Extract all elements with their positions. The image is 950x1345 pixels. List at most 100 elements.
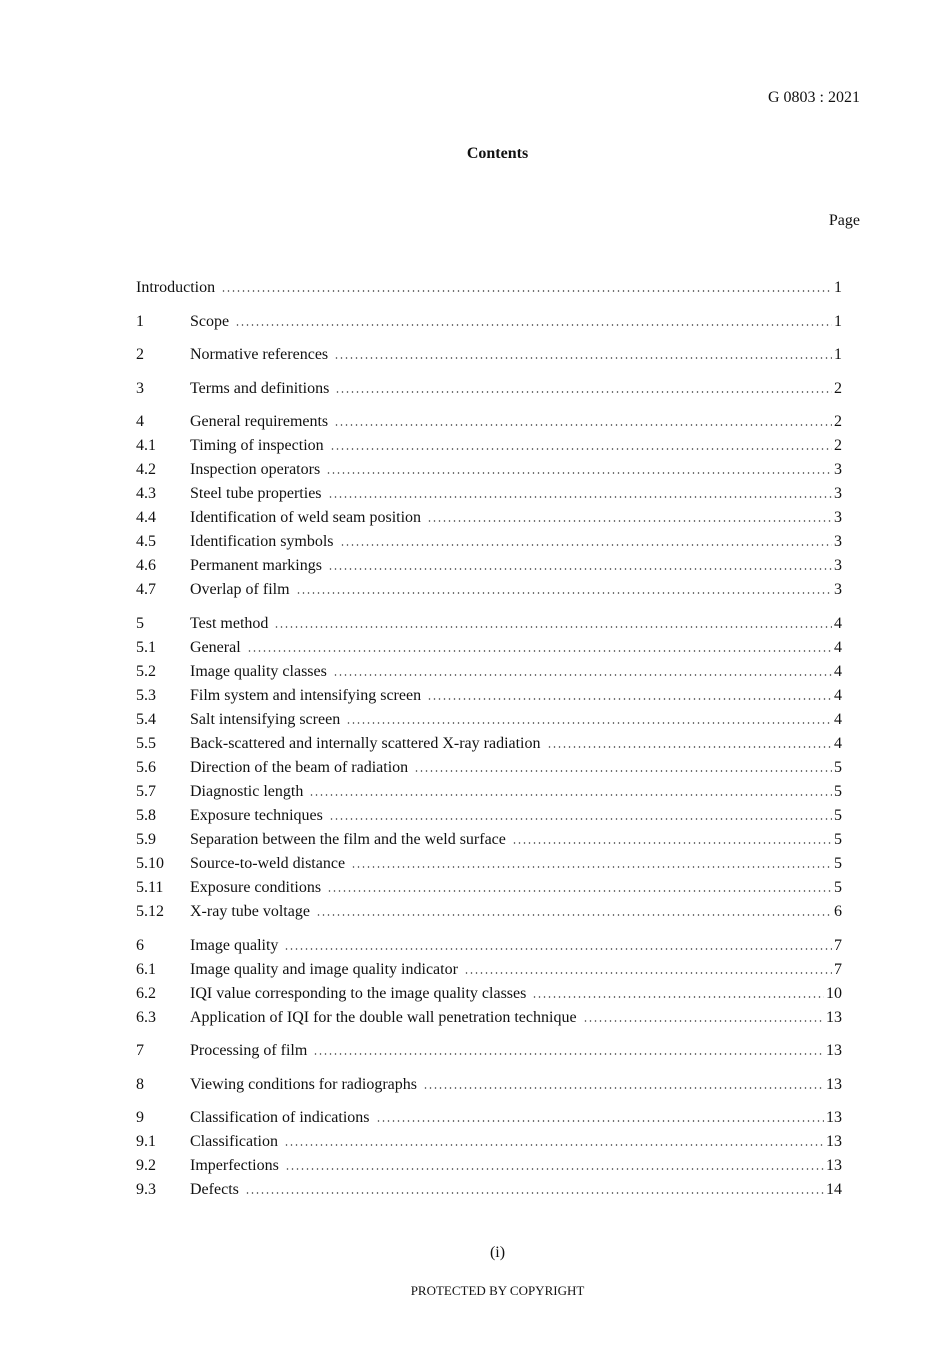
toc-entry-page[interactable]: 4: [834, 614, 842, 632]
toc-entry-page[interactable]: 3: [834, 533, 842, 551]
toc-entry[interactable]: 3 Terms and definitions 2: [136, 377, 842, 401]
toc-entry-page[interactable]: 5: [834, 830, 842, 848]
toc-entry-page[interactable]: 5: [834, 758, 842, 776]
toc-entry-page[interactable]: 6: [834, 902, 842, 920]
toc-entry-title[interactable]: Normative references: [190, 346, 329, 364]
toc-entry-title[interactable]: Diagnostic length: [190, 782, 304, 800]
toc-entry[interactable]: 5.9 Separation between the film and the w…: [136, 828, 842, 852]
toc-entry[interactable]: 4.6 Permanent markings 3: [136, 554, 842, 578]
toc-entry[interactable]: 6.2 IQI value corresponding to the image …: [136, 982, 842, 1006]
toc-entry-title[interactable]: Classification: [190, 1133, 278, 1151]
toc-entry-page[interactable]: 2: [834, 413, 842, 431]
toc-entry-title[interactable]: IQI value corresponding to the image qua…: [190, 984, 527, 1002]
toc-entry-title[interactable]: Film system and intensifying screen: [190, 686, 422, 704]
toc-entry-title[interactable]: Test method: [190, 614, 269, 632]
toc-entry-page[interactable]: 3: [834, 509, 842, 527]
toc-entry-title[interactable]: Imperfections: [190, 1157, 279, 1175]
toc-entry[interactable]: 4.2 Inspection operators 3: [136, 458, 842, 482]
toc-entry[interactable]: 6 Image quality 7: [136, 934, 842, 958]
toc-entry[interactable]: 4.4 Identification of weld seam position 3: [136, 506, 842, 530]
toc-entry-page[interactable]: 13: [826, 1109, 842, 1127]
toc-entry[interactable]: 5.10 Source-to-weld distance 5: [136, 852, 842, 876]
toc-entry-page[interactable]: 3: [834, 461, 842, 479]
toc-entry-title[interactable]: Timing of inspection: [190, 437, 324, 455]
toc-entry[interactable]: 6.3 Application of IQI for the double wal…: [136, 1006, 842, 1030]
toc-entry-page[interactable]: 4: [834, 686, 842, 704]
toc-entry-title[interactable]: Processing of film: [190, 1042, 308, 1060]
toc-entry-page[interactable]: 3: [834, 485, 842, 503]
toc-entry-title[interactable]: Introduction: [136, 279, 216, 296]
toc-entry-title[interactable]: Identification of weld seam position: [190, 509, 422, 527]
toc-entry-title[interactable]: Defects: [190, 1181, 239, 1199]
toc-entry-page[interactable]: 7: [834, 960, 842, 978]
toc-entry-title[interactable]: General requirements: [190, 413, 329, 431]
toc-entry-title[interactable]: General: [190, 638, 241, 656]
toc-entry[interactable]: 4.3 Steel tube properties 3: [136, 482, 842, 506]
toc-entry-title[interactable]: Direction of the beam of radiation: [190, 758, 409, 776]
toc-entry[interactable]: Introduction 1: [136, 276, 842, 300]
toc-entry[interactable]: 6.1 Image quality and image quality indic…: [136, 958, 842, 982]
toc-entry[interactable]: 1 Scope 1: [136, 310, 842, 334]
toc-entry[interactable]: 5.2 Image quality classes 4: [136, 660, 842, 684]
toc-entry-title[interactable]: Image quality and image quality indicato…: [190, 960, 458, 978]
toc-entry[interactable]: 7 Processing of film 13: [136, 1039, 842, 1063]
toc-entry-title[interactable]: Salt intensifying screen: [190, 710, 341, 728]
toc-entry[interactable]: 8 Viewing conditions for radiographs 13: [136, 1073, 842, 1097]
toc-entry[interactable]: 5.7 Diagnostic length 5: [136, 780, 842, 804]
toc-entry[interactable]: 5 Test method 4: [136, 612, 842, 636]
toc-entry-title[interactable]: Classification of indications: [190, 1109, 370, 1127]
toc-entry-title[interactable]: Viewing conditions for radiographs: [190, 1075, 417, 1093]
toc-entry[interactable]: 9.1 Classification 13: [136, 1130, 842, 1154]
toc-entry-page[interactable]: 5: [834, 782, 842, 800]
toc-entry-title[interactable]: Image quality: [190, 936, 279, 954]
toc-entry[interactable]: 9.3 Defects 14: [136, 1178, 842, 1202]
toc-entry-page[interactable]: 13: [826, 1042, 842, 1060]
toc-entry-title[interactable]: Exposure techniques: [190, 806, 323, 824]
toc-entry[interactable]: 5.1 General 4: [136, 636, 842, 660]
toc-entry-page[interactable]: 2: [834, 437, 842, 455]
toc-entry-page[interactable]: 13: [826, 1075, 842, 1093]
toc-entry[interactable]: 4 General requirements 2: [136, 410, 842, 434]
toc-entry-page[interactable]: 13: [826, 1133, 842, 1151]
toc-entry[interactable]: 4.1 Timing of inspection 2: [136, 434, 842, 458]
toc-entry-title[interactable]: Source-to-weld distance: [190, 854, 346, 872]
toc-entry-title[interactable]: X-ray tube voltage: [190, 902, 310, 920]
toc-entry-title[interactable]: Identification symbols: [190, 533, 334, 551]
toc-entry[interactable]: 4.7 Overlap of film 3: [136, 578, 842, 602]
toc-entry-page[interactable]: 5: [834, 806, 842, 824]
toc-entry[interactable]: 5.3 Film system and intensifying screen 4: [136, 684, 842, 708]
toc-entry-title[interactable]: Scope: [190, 312, 230, 330]
toc-entry[interactable]: 4.5 Identification symbols 3: [136, 530, 842, 554]
toc-entry-page[interactable]: 7: [834, 936, 842, 954]
toc-entry-title[interactable]: Inspection operators: [190, 461, 321, 479]
toc-entry-title[interactable]: Steel tube properties: [190, 485, 322, 503]
toc-entry-title[interactable]: Exposure conditions: [190, 878, 322, 896]
toc-entry-page[interactable]: 13: [826, 1157, 842, 1175]
toc-entry-page[interactable]: 13: [826, 1008, 842, 1026]
toc-entry[interactable]: 9.2 Imperfections 13: [136, 1154, 842, 1178]
toc-entry[interactable]: 5.5 Back-scattered and internally scatter…: [136, 732, 842, 756]
toc-entry[interactable]: 5.4 Salt intensifying screen 4: [136, 708, 842, 732]
toc-entry-title[interactable]: Permanent markings: [190, 557, 322, 575]
toc-entry-page[interactable]: 5: [834, 854, 842, 872]
toc-entry[interactable]: 5.11 Exposure conditions 5: [136, 876, 842, 900]
toc-entry-page[interactable]: 14: [826, 1181, 842, 1199]
toc-entry-page[interactable]: 1: [834, 312, 842, 330]
toc-entry-page[interactable]: 4: [834, 710, 842, 728]
toc-entry-page[interactable]: 5: [834, 878, 842, 896]
toc-entry-page[interactable]: 3: [834, 581, 842, 599]
toc-entry[interactable]: 2 Normative references 1: [136, 343, 842, 367]
toc-entry-page[interactable]: 3: [834, 557, 842, 575]
toc-entry-page[interactable]: 4: [834, 662, 842, 680]
toc-entry-page[interactable]: 1: [834, 279, 842, 296]
toc-entry-page[interactable]: 2: [834, 379, 842, 397]
toc-entry-title[interactable]: Image quality classes: [190, 662, 327, 680]
toc-entry-page[interactable]: 1: [834, 346, 842, 364]
toc-entry-title[interactable]: Back-scattered and internally scattered …: [190, 734, 541, 752]
toc-entry-title[interactable]: Application of IQI for the double wall p…: [190, 1008, 577, 1026]
toc-entry-page[interactable]: 4: [834, 638, 842, 656]
toc-entry-title[interactable]: Terms and definitions: [190, 379, 330, 397]
toc-entry[interactable]: 5.12 X-ray tube voltage 6: [136, 900, 842, 924]
toc-entry[interactable]: 5.6 Direction of the beam of radiation 5: [136, 756, 842, 780]
toc-entry[interactable]: 5.8 Exposure techniques 5: [136, 804, 842, 828]
